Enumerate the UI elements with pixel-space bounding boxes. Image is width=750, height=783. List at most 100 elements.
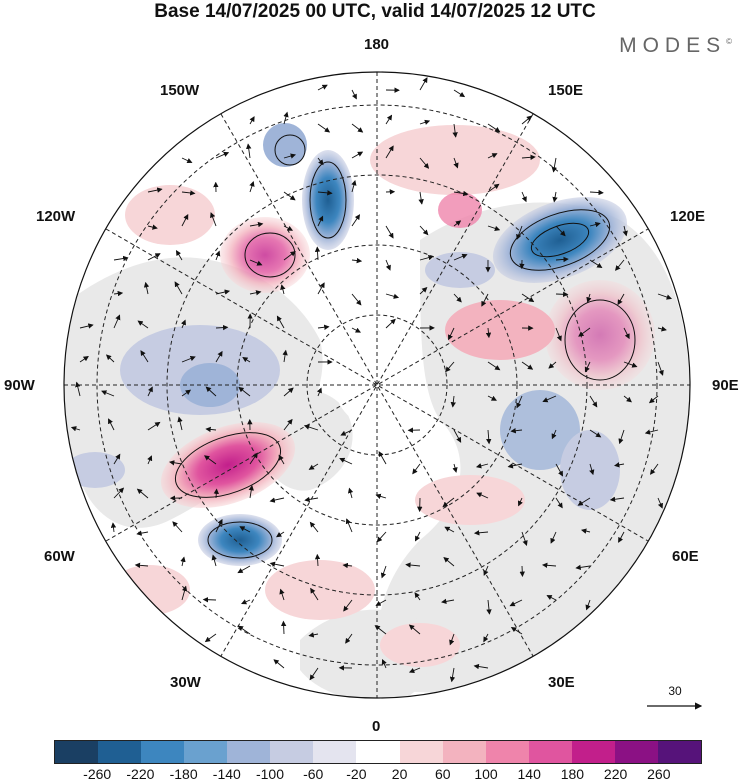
colorbar-tick-label: 20 — [391, 766, 408, 782]
wind-vector — [140, 350, 149, 363]
colorbar-tick-label: 260 — [647, 766, 671, 782]
wind-vector — [351, 293, 362, 306]
wind-vector — [555, 225, 566, 237]
colorbar-tick-label: 140 — [517, 766, 541, 782]
wind-vector — [444, 526, 455, 533]
wind-vector — [578, 327, 591, 337]
lon-label-150e: 150E — [548, 82, 584, 99]
wind-vector — [445, 361, 455, 373]
wind-vector — [241, 599, 251, 605]
wind-vector — [180, 319, 186, 329]
colorbar-tick-label: -220 — [126, 766, 155, 782]
wind-vector — [249, 221, 264, 228]
wind-vector — [516, 225, 523, 240]
wind-vector — [487, 183, 500, 193]
wind-vector — [507, 463, 523, 469]
wind-vector — [276, 315, 285, 329]
wind-vector — [79, 355, 89, 363]
map-title: Base 14/07/2025 00 UTC, valid 14/07/2025… — [154, 1, 596, 22]
wind-vector — [308, 632, 319, 638]
wind-vector — [442, 497, 455, 508]
colorbar-tick-label: 100 — [474, 766, 498, 782]
wind-vector — [483, 565, 489, 576]
wind-vector — [487, 395, 497, 401]
wind-vector — [623, 395, 632, 403]
wind-vector — [205, 386, 217, 397]
positive-anomaly — [110, 565, 190, 615]
wind-vector — [415, 531, 421, 542]
wind-vector — [351, 123, 364, 133]
wind-vector — [589, 429, 602, 438]
wind-vector — [541, 562, 557, 569]
wind-vector — [551, 429, 557, 440]
lon-label-90w: 90W — [4, 377, 35, 394]
wind-vector — [376, 531, 387, 543]
wind-vector — [309, 521, 319, 533]
wind-vector — [622, 225, 628, 237]
vector-scale-label: 30 — [668, 684, 682, 698]
wind-vector — [316, 387, 322, 397]
wind-vector — [280, 284, 286, 295]
wind-vector — [215, 324, 229, 331]
wind-vector — [521, 191, 527, 203]
wind-vector — [283, 418, 293, 431]
polar-cap — [335, 343, 419, 427]
wind-vector — [453, 253, 468, 261]
wind-vector — [385, 318, 396, 329]
map-border — [63, 71, 691, 699]
wind-vector — [113, 255, 129, 262]
colorbar-swatch — [614, 741, 658, 763]
wind-vector — [548, 361, 557, 369]
wind-vector — [113, 314, 121, 329]
colorbar-tick-label: 60 — [435, 766, 451, 782]
wind-vector — [283, 387, 294, 397]
wind-vector — [147, 455, 153, 465]
wind-vector — [414, 592, 421, 601]
wind-vector — [589, 221, 601, 228]
wind-vector — [215, 151, 230, 159]
wind-vector — [475, 463, 489, 469]
wind-vector — [644, 429, 659, 435]
colorbar-swatch — [442, 741, 486, 763]
lon-label-120e: 120E — [670, 208, 706, 225]
wind-vector — [280, 620, 287, 635]
colorbar-tick-label: -180 — [169, 766, 198, 782]
wind-vector — [375, 599, 387, 606]
wind-vector — [589, 395, 598, 408]
wind-vector — [405, 562, 421, 568]
positive-anomaly — [438, 192, 482, 228]
wind-vector — [304, 496, 319, 503]
wind-vector — [308, 463, 319, 470]
wind-vector — [351, 151, 364, 159]
wind-vector — [202, 596, 217, 603]
wind-vector — [581, 528, 591, 534]
wind-vector — [487, 153, 498, 159]
colorbar-tick-label: 220 — [603, 766, 628, 782]
wind-vector — [147, 253, 161, 261]
wind-vector — [351, 179, 357, 193]
colorbar-tick-label: -60 — [303, 766, 324, 782]
lon-label-30e: 30E — [548, 674, 575, 691]
wind-vector — [521, 293, 535, 303]
wind-vector — [385, 114, 393, 125]
colorbar-swatch — [313, 741, 357, 763]
wind-vector — [317, 84, 328, 91]
colorbar-tick-label: 180 — [560, 766, 585, 782]
wind-vector — [589, 259, 603, 269]
wind-vector — [237, 625, 251, 635]
lon-label-60w: 60W — [44, 548, 75, 565]
wind-vector — [657, 293, 672, 300]
wind-vector — [486, 429, 492, 445]
wind-vector — [419, 157, 430, 169]
wind-vector — [657, 361, 664, 376]
wind-vector — [521, 531, 528, 547]
positive-anomaly — [125, 185, 215, 245]
wind-vector — [380, 565, 387, 579]
wind-vector — [452, 463, 458, 473]
negative-anomaly — [65, 452, 125, 488]
wind-vector — [283, 153, 296, 159]
geopotential-contours — [174, 134, 636, 559]
wind-vector — [575, 564, 591, 571]
wind-vector — [246, 143, 252, 159]
negative-anomaly — [198, 514, 282, 566]
